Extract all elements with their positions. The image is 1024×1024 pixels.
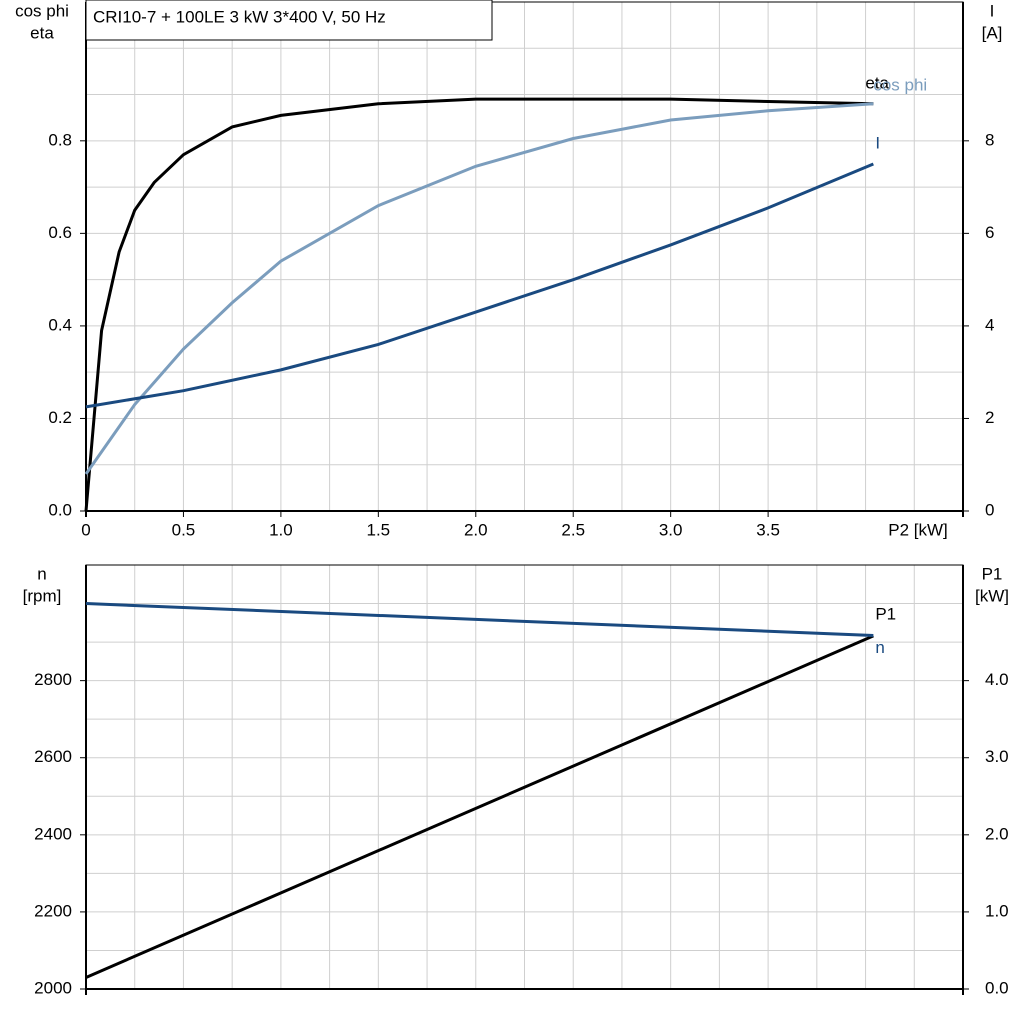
y2-tick-label: 4.0 <box>985 670 1009 689</box>
y-tick-label: 0.8 <box>48 130 72 149</box>
y-tick-label: 0.4 <box>48 315 72 334</box>
series-label: P1 <box>875 604 896 623</box>
x-tick-label: 2.0 <box>464 520 488 539</box>
y-tick-label: 2000 <box>34 978 72 997</box>
y-axis-label: [rpm] <box>23 586 62 605</box>
y2-tick-label: 6 <box>985 223 994 242</box>
series-label: I <box>875 133 880 152</box>
y2-axis-label: I <box>990 1 995 20</box>
x-tick-label: 0.5 <box>172 520 196 539</box>
y-tick-label: 2200 <box>34 901 72 920</box>
y2-tick-label: 2.0 <box>985 824 1009 843</box>
chart-title: CRI10-7 + 100LE 3 kW 3*400 V, 50 Hz <box>93 7 386 26</box>
y2-tick-label: 1.0 <box>985 901 1009 920</box>
y2-tick-label: 4 <box>985 315 994 334</box>
x-axis-label: P2 [kW] <box>888 520 948 539</box>
series-line <box>85 634 874 979</box>
series-line <box>85 162 874 409</box>
y-tick-label: 2400 <box>34 824 72 843</box>
y-tick-label: 2800 <box>34 670 72 689</box>
y2-tick-label: 3.0 <box>985 747 1009 766</box>
y-tick-label: 0.0 <box>48 500 72 519</box>
y-tick-label: 0.2 <box>48 408 72 427</box>
y2-axis-label: P1 <box>982 564 1003 583</box>
series-label: n <box>875 638 884 657</box>
x-tick-label: 3.5 <box>756 520 780 539</box>
y2-tick-label: 0 <box>985 500 994 519</box>
y2-axis-label: [A] <box>982 23 1003 42</box>
y-axis-label: cos phi <box>15 1 69 20</box>
y-axis-label: n <box>37 564 46 583</box>
series-label: eta <box>865 73 889 92</box>
x-tick-label: 1.5 <box>367 520 391 539</box>
x-tick-label: 2.5 <box>561 520 585 539</box>
x-tick-label: 3.0 <box>659 520 683 539</box>
y2-tick-label: 2 <box>985 408 994 427</box>
series-line <box>85 602 874 638</box>
y2-tick-label: 0.0 <box>985 978 1009 997</box>
series-line <box>84 102 874 475</box>
y2-axis-label: [kW] <box>975 586 1009 605</box>
series-label: cos phi <box>873 75 927 94</box>
x-tick-label: 1.0 <box>269 520 293 539</box>
series-line <box>84 97 874 512</box>
y-axis-label: eta <box>30 23 54 42</box>
y-tick-label: 2600 <box>34 747 72 766</box>
y2-tick-label: 8 <box>985 130 994 149</box>
x-tick-label: 0 <box>81 520 90 539</box>
title-box <box>85 0 493 41</box>
y-tick-label: 0.6 <box>48 223 72 242</box>
